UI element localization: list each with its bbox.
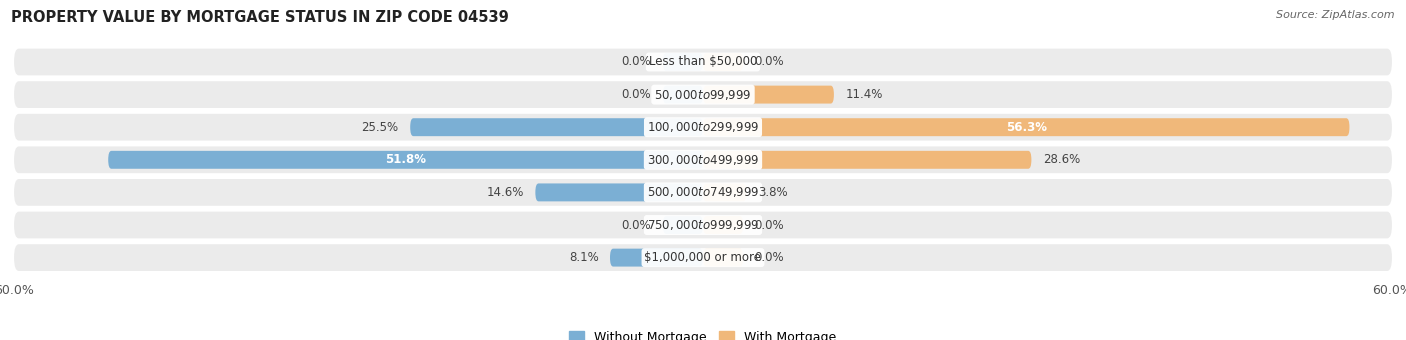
Text: 0.0%: 0.0%: [621, 88, 651, 101]
Text: 11.4%: 11.4%: [845, 88, 883, 101]
FancyBboxPatch shape: [703, 86, 834, 104]
Text: $750,000 to $999,999: $750,000 to $999,999: [647, 218, 759, 232]
Text: 8.1%: 8.1%: [569, 251, 599, 264]
FancyBboxPatch shape: [610, 249, 703, 267]
Text: $300,000 to $499,999: $300,000 to $499,999: [647, 153, 759, 167]
FancyBboxPatch shape: [536, 184, 703, 201]
FancyBboxPatch shape: [14, 244, 1392, 271]
FancyBboxPatch shape: [14, 211, 1392, 238]
Legend: Without Mortgage, With Mortgage: Without Mortgage, With Mortgage: [569, 331, 837, 340]
Text: $1,000,000 or more: $1,000,000 or more: [644, 251, 762, 264]
FancyBboxPatch shape: [703, 118, 1350, 136]
Text: $50,000 to $99,999: $50,000 to $99,999: [654, 88, 752, 102]
FancyBboxPatch shape: [703, 184, 747, 201]
FancyBboxPatch shape: [14, 114, 1392, 140]
FancyBboxPatch shape: [14, 179, 1392, 206]
Text: 0.0%: 0.0%: [755, 55, 785, 68]
Text: 3.8%: 3.8%: [758, 186, 787, 199]
FancyBboxPatch shape: [14, 81, 1392, 108]
Text: 0.0%: 0.0%: [755, 219, 785, 232]
Text: 28.6%: 28.6%: [1043, 153, 1080, 166]
FancyBboxPatch shape: [662, 216, 703, 234]
FancyBboxPatch shape: [411, 118, 703, 136]
Text: PROPERTY VALUE BY MORTGAGE STATUS IN ZIP CODE 04539: PROPERTY VALUE BY MORTGAGE STATUS IN ZIP…: [11, 10, 509, 25]
Text: 0.0%: 0.0%: [621, 219, 651, 232]
Text: Source: ZipAtlas.com: Source: ZipAtlas.com: [1277, 10, 1395, 20]
FancyBboxPatch shape: [662, 53, 703, 71]
Text: 56.3%: 56.3%: [1005, 121, 1046, 134]
FancyBboxPatch shape: [14, 49, 1392, 75]
FancyBboxPatch shape: [703, 216, 744, 234]
Text: 51.8%: 51.8%: [385, 153, 426, 166]
Text: 0.0%: 0.0%: [621, 55, 651, 68]
FancyBboxPatch shape: [662, 86, 703, 104]
Text: 0.0%: 0.0%: [755, 251, 785, 264]
Text: $100,000 to $299,999: $100,000 to $299,999: [647, 120, 759, 134]
Text: 25.5%: 25.5%: [361, 121, 399, 134]
Text: Less than $50,000: Less than $50,000: [648, 55, 758, 68]
FancyBboxPatch shape: [108, 151, 703, 169]
Text: $500,000 to $749,999: $500,000 to $749,999: [647, 185, 759, 199]
Text: 14.6%: 14.6%: [486, 186, 524, 199]
FancyBboxPatch shape: [703, 151, 1032, 169]
FancyBboxPatch shape: [703, 249, 744, 267]
FancyBboxPatch shape: [703, 53, 744, 71]
FancyBboxPatch shape: [14, 147, 1392, 173]
